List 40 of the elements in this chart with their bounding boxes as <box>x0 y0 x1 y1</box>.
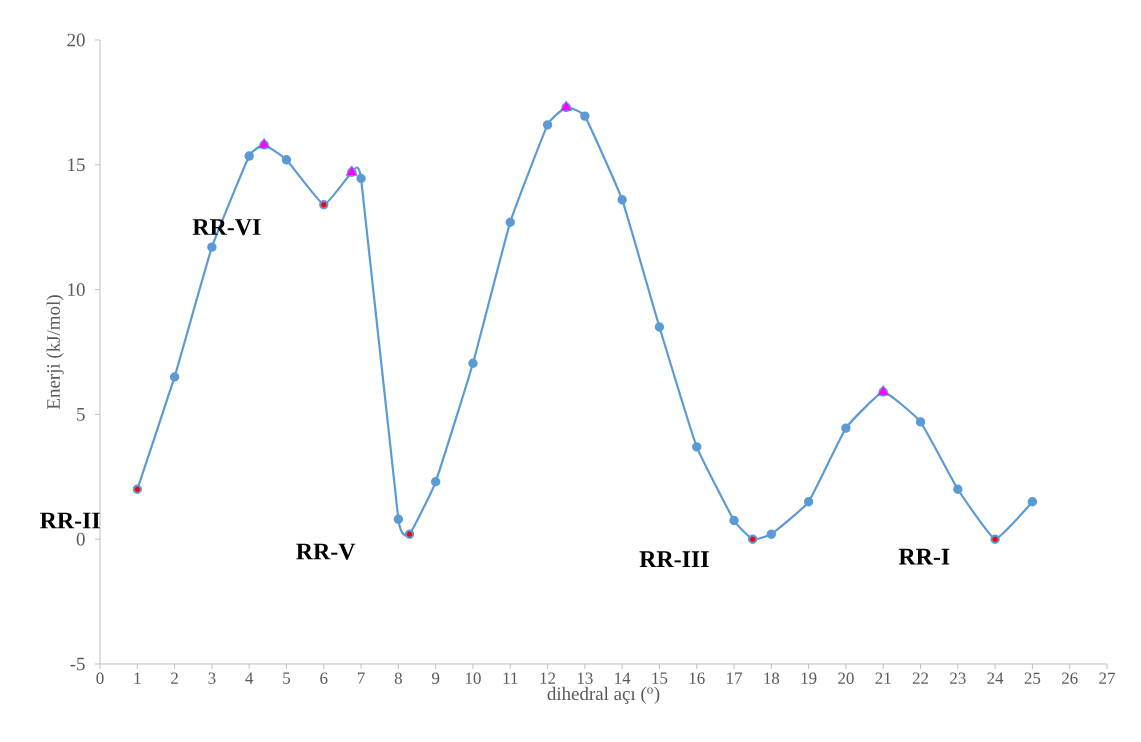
x-tick-label: 3 <box>208 672 216 684</box>
y-axis-title: Enerji (kJ/mol) <box>46 295 64 410</box>
y-tick-label: 20 <box>67 33 85 47</box>
x-tick-label: 27 <box>1099 672 1115 684</box>
x-tick-label: 20 <box>838 672 854 684</box>
x-tick-label: 15 <box>652 672 668 684</box>
y-tick-label: 0 <box>76 532 85 546</box>
x-tick-label: 14 <box>615 672 631 684</box>
x-tick-label: 5 <box>283 672 291 684</box>
y-tick-label: -5 <box>70 657 85 671</box>
y-tick-label: 15 <box>68 158 85 172</box>
x-tick-label: 22 <box>912 672 929 684</box>
x-tick-label: 18 <box>764 672 780 684</box>
x-tick-label: 19 <box>801 672 817 684</box>
x-tick-label: 6 <box>320 672 328 684</box>
annotation: RR-III <box>639 551 709 567</box>
x-tick-label: 13 <box>577 672 593 684</box>
x-tick-label: 21 <box>875 672 891 684</box>
x-axis-title: dihedral açı ($^{o}$) <box>547 686 660 704</box>
x-tick-label: 1 <box>134 672 141 684</box>
annotation: RR-I <box>898 548 950 565</box>
x-tick-label: 26 <box>1061 672 1078 684</box>
x-tick-label: 23 <box>950 672 966 684</box>
x-tick-label: 9 <box>431 672 440 684</box>
x-tick-label: 2 <box>171 672 178 684</box>
x-tick-label: 25 <box>1024 672 1041 684</box>
x-tick-label: 12 <box>540 672 556 684</box>
y-tick-label: 10 <box>68 283 85 296</box>
x-tick-label: 10 <box>465 672 481 684</box>
annotation: RR-II <box>40 512 100 529</box>
x-tick-label: 24 <box>987 672 1004 684</box>
annotation: RR-V <box>296 543 356 560</box>
x-tick-label: 0 <box>96 672 104 684</box>
x-tick-label: 7 <box>357 672 365 684</box>
x-tick-label: 4 <box>245 672 254 684</box>
y-tick-label: 5 <box>77 408 85 421</box>
x-tick-label: 17 <box>727 672 743 684</box>
x-tick-label: 16 <box>689 672 705 684</box>
x-tick-label: 11 <box>503 672 518 684</box>
x-tick-label: 8 <box>394 672 402 684</box>
